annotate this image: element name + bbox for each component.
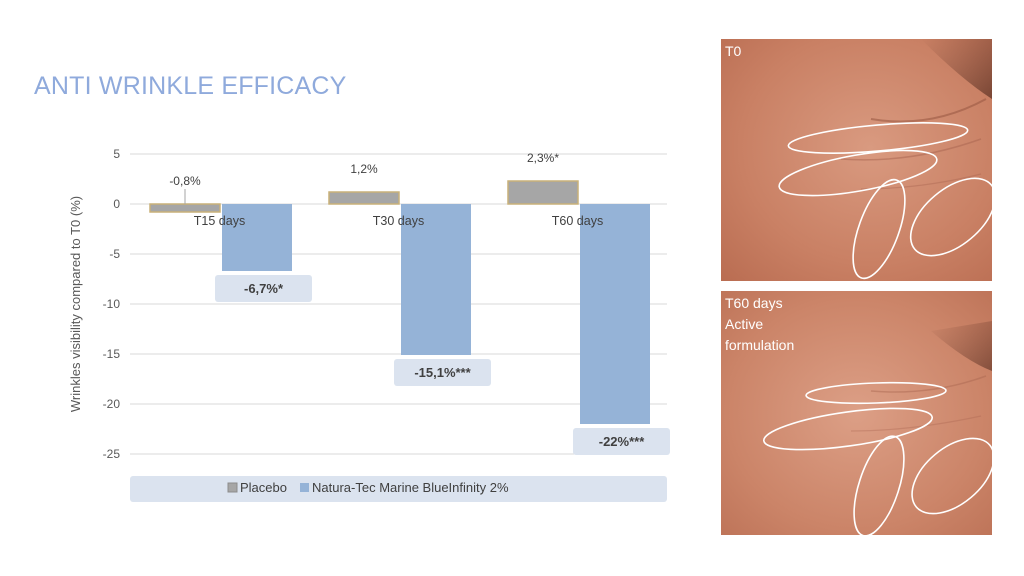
- y-tick-label: -15: [103, 347, 121, 361]
- skin-photo-t60: T60 days Active formulation: [721, 291, 992, 535]
- data-label-box: [215, 275, 312, 302]
- legend-label: Natura-Tec Marine BlueInfinity 2%: [312, 480, 509, 495]
- legend: [130, 476, 667, 502]
- data-label-box: [573, 428, 670, 455]
- bar-chart: 5 0 -5 -10 -15 -20 -25 Wrinkles visibility comp…: [68, 147, 670, 502]
- y-tick-label: -25: [103, 447, 121, 461]
- y-tick-label: 5: [113, 147, 120, 161]
- y-tick-label: -20: [103, 397, 121, 411]
- legend-swatch: [227, 482, 238, 493]
- bar-active: [580, 204, 650, 424]
- category-label: T30 days: [373, 214, 424, 228]
- bar-placebo: [328, 191, 400, 205]
- photo-label: T0: [725, 43, 742, 59]
- category-label: T60 days: [552, 214, 603, 228]
- data-label-active: -6,7%*: [244, 281, 284, 296]
- y-tick-label: 0: [113, 197, 120, 211]
- y-tick-label: -10: [103, 297, 121, 311]
- page-title: ANTI WRINKLE EFFICACY: [34, 72, 347, 100]
- legend-swatch: [300, 483, 309, 492]
- data-label-placebo: -0,8%: [169, 174, 201, 188]
- data-label-placebo: 2,3%*: [527, 151, 559, 165]
- data-label-active: -15,1%***: [414, 365, 471, 380]
- bar-active: [401, 204, 471, 355]
- category-label: T15 days: [194, 214, 245, 228]
- data-label-box: [394, 359, 491, 386]
- photo-label: T60 days Active formulation: [725, 295, 795, 353]
- bar-active: [222, 204, 292, 271]
- y-axis-label: Wrinkles visibility compared to T0 (%): [68, 196, 83, 412]
- skin-photo-t0: T0: [721, 39, 992, 281]
- data-label-active: -22%***: [599, 434, 645, 449]
- y-tick-label: -5: [109, 247, 120, 261]
- data-label-placebo: 1,2%: [350, 162, 378, 176]
- bar-placebo: [507, 180, 579, 205]
- legend-label: Placebo: [240, 480, 287, 495]
- bar-placebo: [149, 203, 221, 213]
